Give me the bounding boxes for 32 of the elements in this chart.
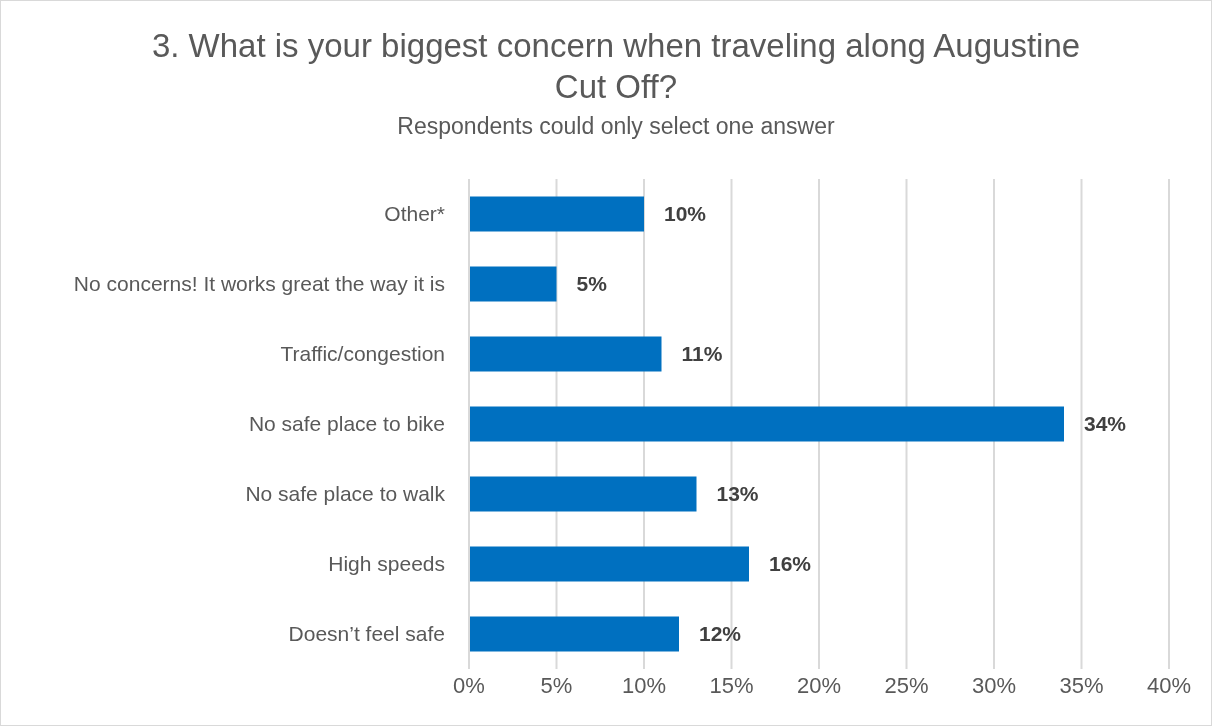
x-tick-label: 10%: [621, 672, 667, 698]
y-tick-label: High speeds: [328, 552, 445, 576]
chart-title: 3. What is your biggest concern when traveling along Augustine Cut Off?: [151, 26, 1081, 107]
bar: [469, 336, 662, 372]
data-label: 5%: [576, 272, 608, 296]
x-tick-label: 0%: [453, 672, 485, 698]
bar: [469, 196, 644, 232]
data-label: 13%: [716, 482, 759, 506]
bar: [469, 616, 679, 652]
y-tick-label: No safe place to walk: [245, 482, 446, 506]
data-label: 12%: [699, 622, 742, 646]
y-tick-label: Other*: [384, 202, 445, 226]
x-tick-label: 5%: [540, 672, 573, 698]
x-tick-label: 40%: [1146, 672, 1192, 698]
x-tick-label: 25%: [884, 672, 929, 698]
data-label: 10%: [664, 202, 707, 226]
x-tick-label: 35%: [1059, 672, 1104, 698]
x-tick-label: 30%: [971, 672, 1017, 698]
x-tick-label: 15%: [709, 672, 754, 698]
y-tick-label: No safe place to bike: [248, 412, 445, 436]
bar: [469, 546, 749, 582]
data-label: 16%: [769, 552, 812, 576]
data-label: 11%: [681, 342, 723, 366]
y-tick-label: Doesn’t feel safe: [288, 622, 445, 646]
bar: [469, 406, 1064, 442]
y-tick-label: No concerns! It works great the way it is: [73, 272, 445, 296]
data-label: 34%: [1084, 412, 1127, 436]
y-tick-label: Traffic/congestion: [280, 342, 445, 366]
chart-subtitle: Respondents could only select one answer: [396, 113, 836, 140]
x-tick-label: 20%: [796, 672, 842, 698]
bar: [469, 476, 697, 512]
bar: [469, 266, 557, 302]
